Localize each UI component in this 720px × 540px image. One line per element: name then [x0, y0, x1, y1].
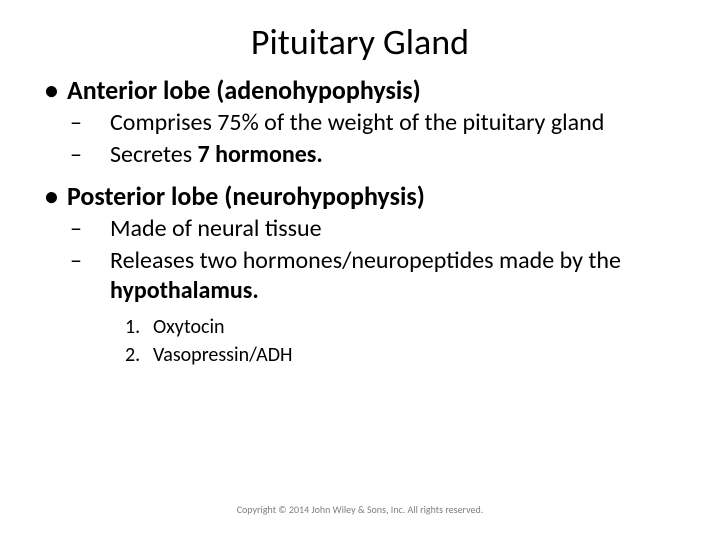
posterior-sub2-pre: Releases two hormones/neuropeptides made… — [110, 246, 621, 275]
bullet-dot-icon: • — [45, 180, 67, 212]
vasopressin-text: Vasopressin/ADH — [153, 343, 292, 367]
number-2: 2. — [125, 342, 153, 368]
anterior-heading: Anterior lobe (adenohypophysis) — [67, 74, 421, 106]
slide-title: Pituitary Gland — [40, 20, 680, 64]
posterior-sub2-bold: hypothalamus. — [110, 276, 259, 305]
oxytocin-text: Oxytocin — [153, 315, 225, 339]
bullet-posterior: •Posterior lobe (neurohypophysis) — [45, 180, 680, 212]
anterior-sub2-pre: Secretes — [110, 140, 198, 169]
bullet-dash-icon: – — [90, 246, 110, 276]
bullet-anterior-sub1: –Comprises 75% of the weight of the pitu… — [90, 108, 680, 138]
bullet-dash-icon: – — [90, 108, 110, 138]
number-1: 1. — [125, 314, 153, 340]
bullet-vasopressin: 2.Vasopressin/ADH — [125, 342, 680, 368]
anterior-sub1-text: Comprises 75% of the weight of the pitui… — [110, 108, 604, 137]
bullet-posterior-sub1: –Made of neural tissue — [90, 214, 680, 244]
bullet-anterior-sub2: –Secretes 7 hormones. — [90, 140, 680, 170]
bullet-dash-icon: – — [90, 214, 110, 244]
bullet-anterior: •Anterior lobe (adenohypophysis) — [45, 74, 680, 106]
copyright-notice: Copyright © 2014 John Wiley & Sons, Inc.… — [0, 503, 720, 516]
anterior-sub2-bold: 7 hormones. — [198, 140, 323, 169]
bullet-oxytocin: 1.Oxytocin — [125, 314, 680, 340]
bullet-dot-icon: • — [45, 74, 67, 106]
slide: Pituitary Gland •Anterior lobe (adenohyp… — [0, 0, 720, 540]
posterior-heading: Posterior lobe (neurohypophysis) — [67, 180, 425, 212]
bullet-dash-icon: – — [90, 140, 110, 170]
bullet-posterior-sub2: –Releases two hormones/neuropeptides mad… — [90, 246, 680, 306]
posterior-sub1-text: Made of neural tissue — [110, 214, 322, 243]
